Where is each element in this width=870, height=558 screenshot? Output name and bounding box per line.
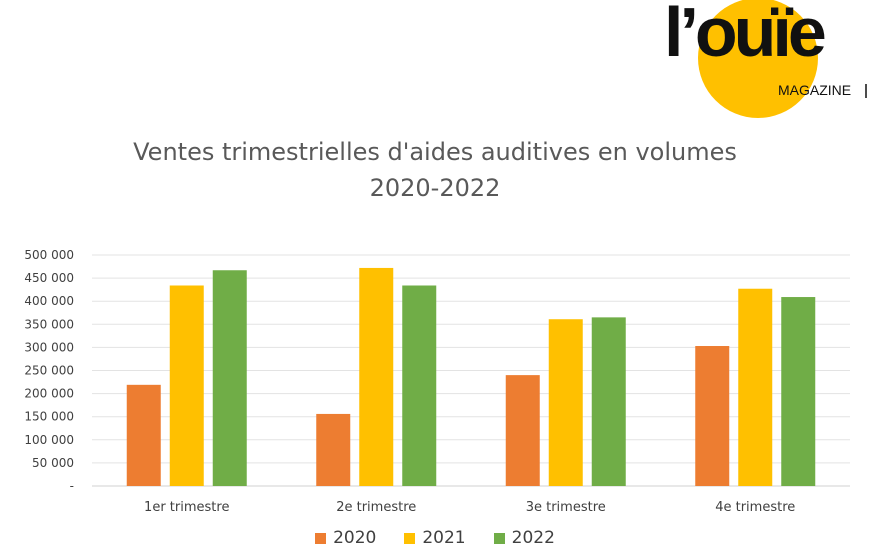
y-tick-label: 50 000 <box>32 456 74 470</box>
legend-label: 2022 <box>511 528 555 548</box>
y-tick-label: 350 000 <box>24 317 74 331</box>
bar-2020 <box>316 413 351 486</box>
legend-swatch <box>315 532 327 544</box>
bar-2020 <box>695 346 730 486</box>
logo-circle <box>698 0 867 118</box>
y-tick-label: 100 000 <box>24 433 74 447</box>
bar-2022 <box>212 270 247 486</box>
legend-swatch <box>493 532 505 544</box>
legend-item: 2022 <box>493 528 555 548</box>
x-tick-label: 1er trimestre <box>144 500 229 515</box>
legend-label: 2020 <box>333 528 377 548</box>
bar-2022 <box>781 297 816 486</box>
logo-subtitle: MAGAZINE <box>778 82 852 98</box>
legend-item: 2020 <box>315 528 376 548</box>
y-tick-label: - <box>70 479 74 493</box>
y-tick-label: 300 000 <box>24 340 74 354</box>
y-tick-label: 200 000 <box>24 387 74 401</box>
y-tick-label: 150 000 <box>24 410 74 424</box>
x-tick-label: 4e trimestre <box>715 500 795 515</box>
bar-2021 <box>359 267 394 486</box>
bar-2022 <box>591 317 626 486</box>
bar-2021 <box>738 288 773 486</box>
chart-subtitle: 2020-2022 <box>369 174 501 202</box>
x-tick-label: 3e trimestre <box>526 500 606 515</box>
logo: l’ouïe MAGAZINE <box>0 0 870 130</box>
y-tick-label: 250 000 <box>24 364 74 378</box>
bar-2021 <box>548 319 583 486</box>
y-tick-label: 400 000 <box>24 294 74 308</box>
bar-2021 <box>169 285 204 486</box>
logo-wordmark: l’ouïe <box>664 0 827 71</box>
y-tick-label: 500 000 <box>24 248 74 262</box>
bar-2020 <box>505 375 540 486</box>
chart-legend: 2020 2021 2022 <box>0 528 870 548</box>
y-tick-label: 450 000 <box>24 271 74 285</box>
legend-item: 2021 <box>404 528 466 548</box>
chart-title: Ventes trimestrielles d'aides auditives … <box>133 138 737 166</box>
bar-2020 <box>126 384 161 486</box>
bar-2022 <box>402 285 437 486</box>
x-tick-label: 2e trimestre <box>336 500 416 515</box>
legend-label: 2021 <box>422 528 466 548</box>
legend-swatch <box>404 532 416 544</box>
